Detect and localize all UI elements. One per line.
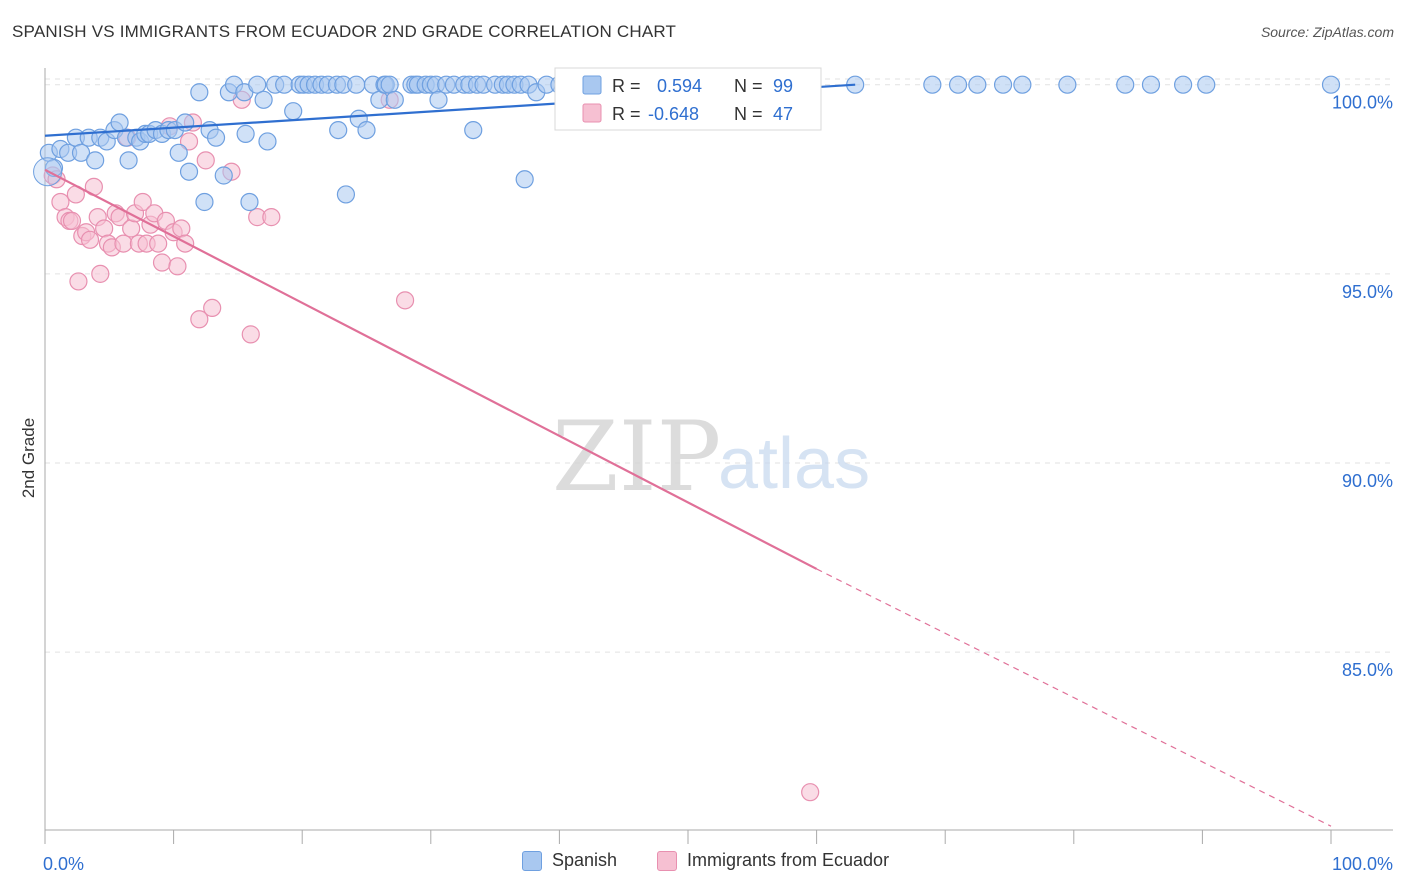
spanish-point [1197,75,1216,94]
watermark-atlas: atlas [718,424,870,504]
source-label: Source: ZipAtlas.com [1260,24,1394,40]
spanish-point [370,90,389,109]
legend-r-value-2: -0.648 [648,104,699,124]
ecuador-point [262,208,281,227]
x-tick-label-min: 0.0% [43,854,84,874]
spanish-point [195,192,214,212]
spanish-point [236,124,255,143]
ecuador-point [152,253,172,272]
legend-inset-swatch-ecuador [582,103,602,123]
spanish-point [119,151,138,170]
spanish-point [1174,75,1193,94]
ecuador-point [95,219,114,238]
spanish-point [515,170,534,189]
legend-swatch-spanish [522,850,542,871]
y-tick-label: 85.0% [1342,660,1393,680]
ecuador-point [69,272,88,291]
y-axis-label: 2nd Grade [19,418,38,498]
spanish-point [254,90,273,109]
chart-title: SPANISH VS IMMIGRANTS FROM ECUADOR 2ND G… [12,22,677,41]
spanish-point [86,151,105,170]
watermark-zip: ZIP [552,401,721,513]
spanish-point [385,90,404,109]
ecuador-point [168,257,187,276]
spanish-point [380,75,399,94]
spanish-point [179,162,199,181]
ecuador-point [176,234,195,253]
ecuador-point [179,132,199,151]
spanish-point [464,120,483,140]
ecuador-point [801,783,820,802]
spanish-point [206,128,226,147]
spanish-point [214,166,233,185]
spanish-point [357,120,376,140]
ecuador-point [122,219,141,238]
spanish-point [923,75,942,94]
legend-r-value-1: 0.594 [657,76,702,96]
ecuador-point [196,151,215,170]
spanish-point [993,75,1013,94]
ecuador-point [203,298,222,318]
spanish-point [1058,75,1077,94]
spanish-point [429,90,448,109]
ecuador-trend-line-extension [816,568,1332,827]
spanish-point [71,143,91,162]
spanish-point [240,192,259,212]
spanish-point [329,120,348,140]
ecuador-point [51,192,70,212]
legend-r-label-1: R = [612,76,641,96]
y-tick-label: 95.0% [1342,282,1393,302]
legend-label-spanish: Spanish [552,850,618,870]
ecuador-point [172,219,191,238]
spanish-point [284,102,303,121]
ecuador-point [114,234,133,253]
legend-item-spanish[interactable]: Spanish [522,850,617,871]
legend-n-label-2: N = [734,104,763,124]
legend-label-ecuador: Immigrants from Ecuador [687,850,890,870]
spanish-point [968,75,987,94]
spanish-point [258,132,277,151]
ecuador-point [190,310,209,329]
y-tick-label: 100.0% [1332,93,1393,113]
ecuador-point [241,325,260,344]
spanish-point [275,75,294,94]
spanish-point [1116,75,1135,94]
axes [44,68,1393,844]
spanish-point [248,75,267,94]
legend-r-label-2: R = [612,104,641,124]
spanish-point [336,185,356,204]
legend-n-value-2: 47 [773,104,793,124]
spanish-point [1013,75,1032,94]
ecuador-point [395,291,415,310]
y-tick-label: 90.0% [1342,471,1393,491]
legend-bottom: Spanish Immigrants from Ecuador [0,850,1406,880]
spanish-point [948,75,968,94]
legend-inset-swatch-spanish [582,75,602,95]
legend-n-value-1: 99 [773,76,793,96]
spanish-point [176,113,195,132]
x-tick-label-max: 100.0% [1332,854,1393,874]
ecuador-point [80,230,100,249]
ecuador-point [149,234,168,253]
grid-lines [45,78,1393,653]
legend-inset: R = 0.594 N = 99 R = -0.648 N = 47 [554,67,822,131]
spanish-point [169,143,188,162]
ecuador-trend-line [44,168,818,570]
legend-swatch-ecuador [657,850,677,871]
y-tick-labels: 100.0% 95.0% 90.0% 85.0% [1332,93,1393,680]
series-spanish-points [33,75,1341,212]
ecuador-point [91,264,110,283]
ecuador-point [133,192,152,212]
spanish-point [347,75,366,94]
legend-item-ecuador[interactable]: Immigrants from Ecuador [657,850,889,871]
spanish-point [1321,75,1341,94]
spanish-point [190,83,209,102]
legend-n-label-1: N = [734,76,763,96]
ecuador-point [62,211,82,230]
spanish-point [110,113,129,132]
spanish-point [1141,75,1161,94]
